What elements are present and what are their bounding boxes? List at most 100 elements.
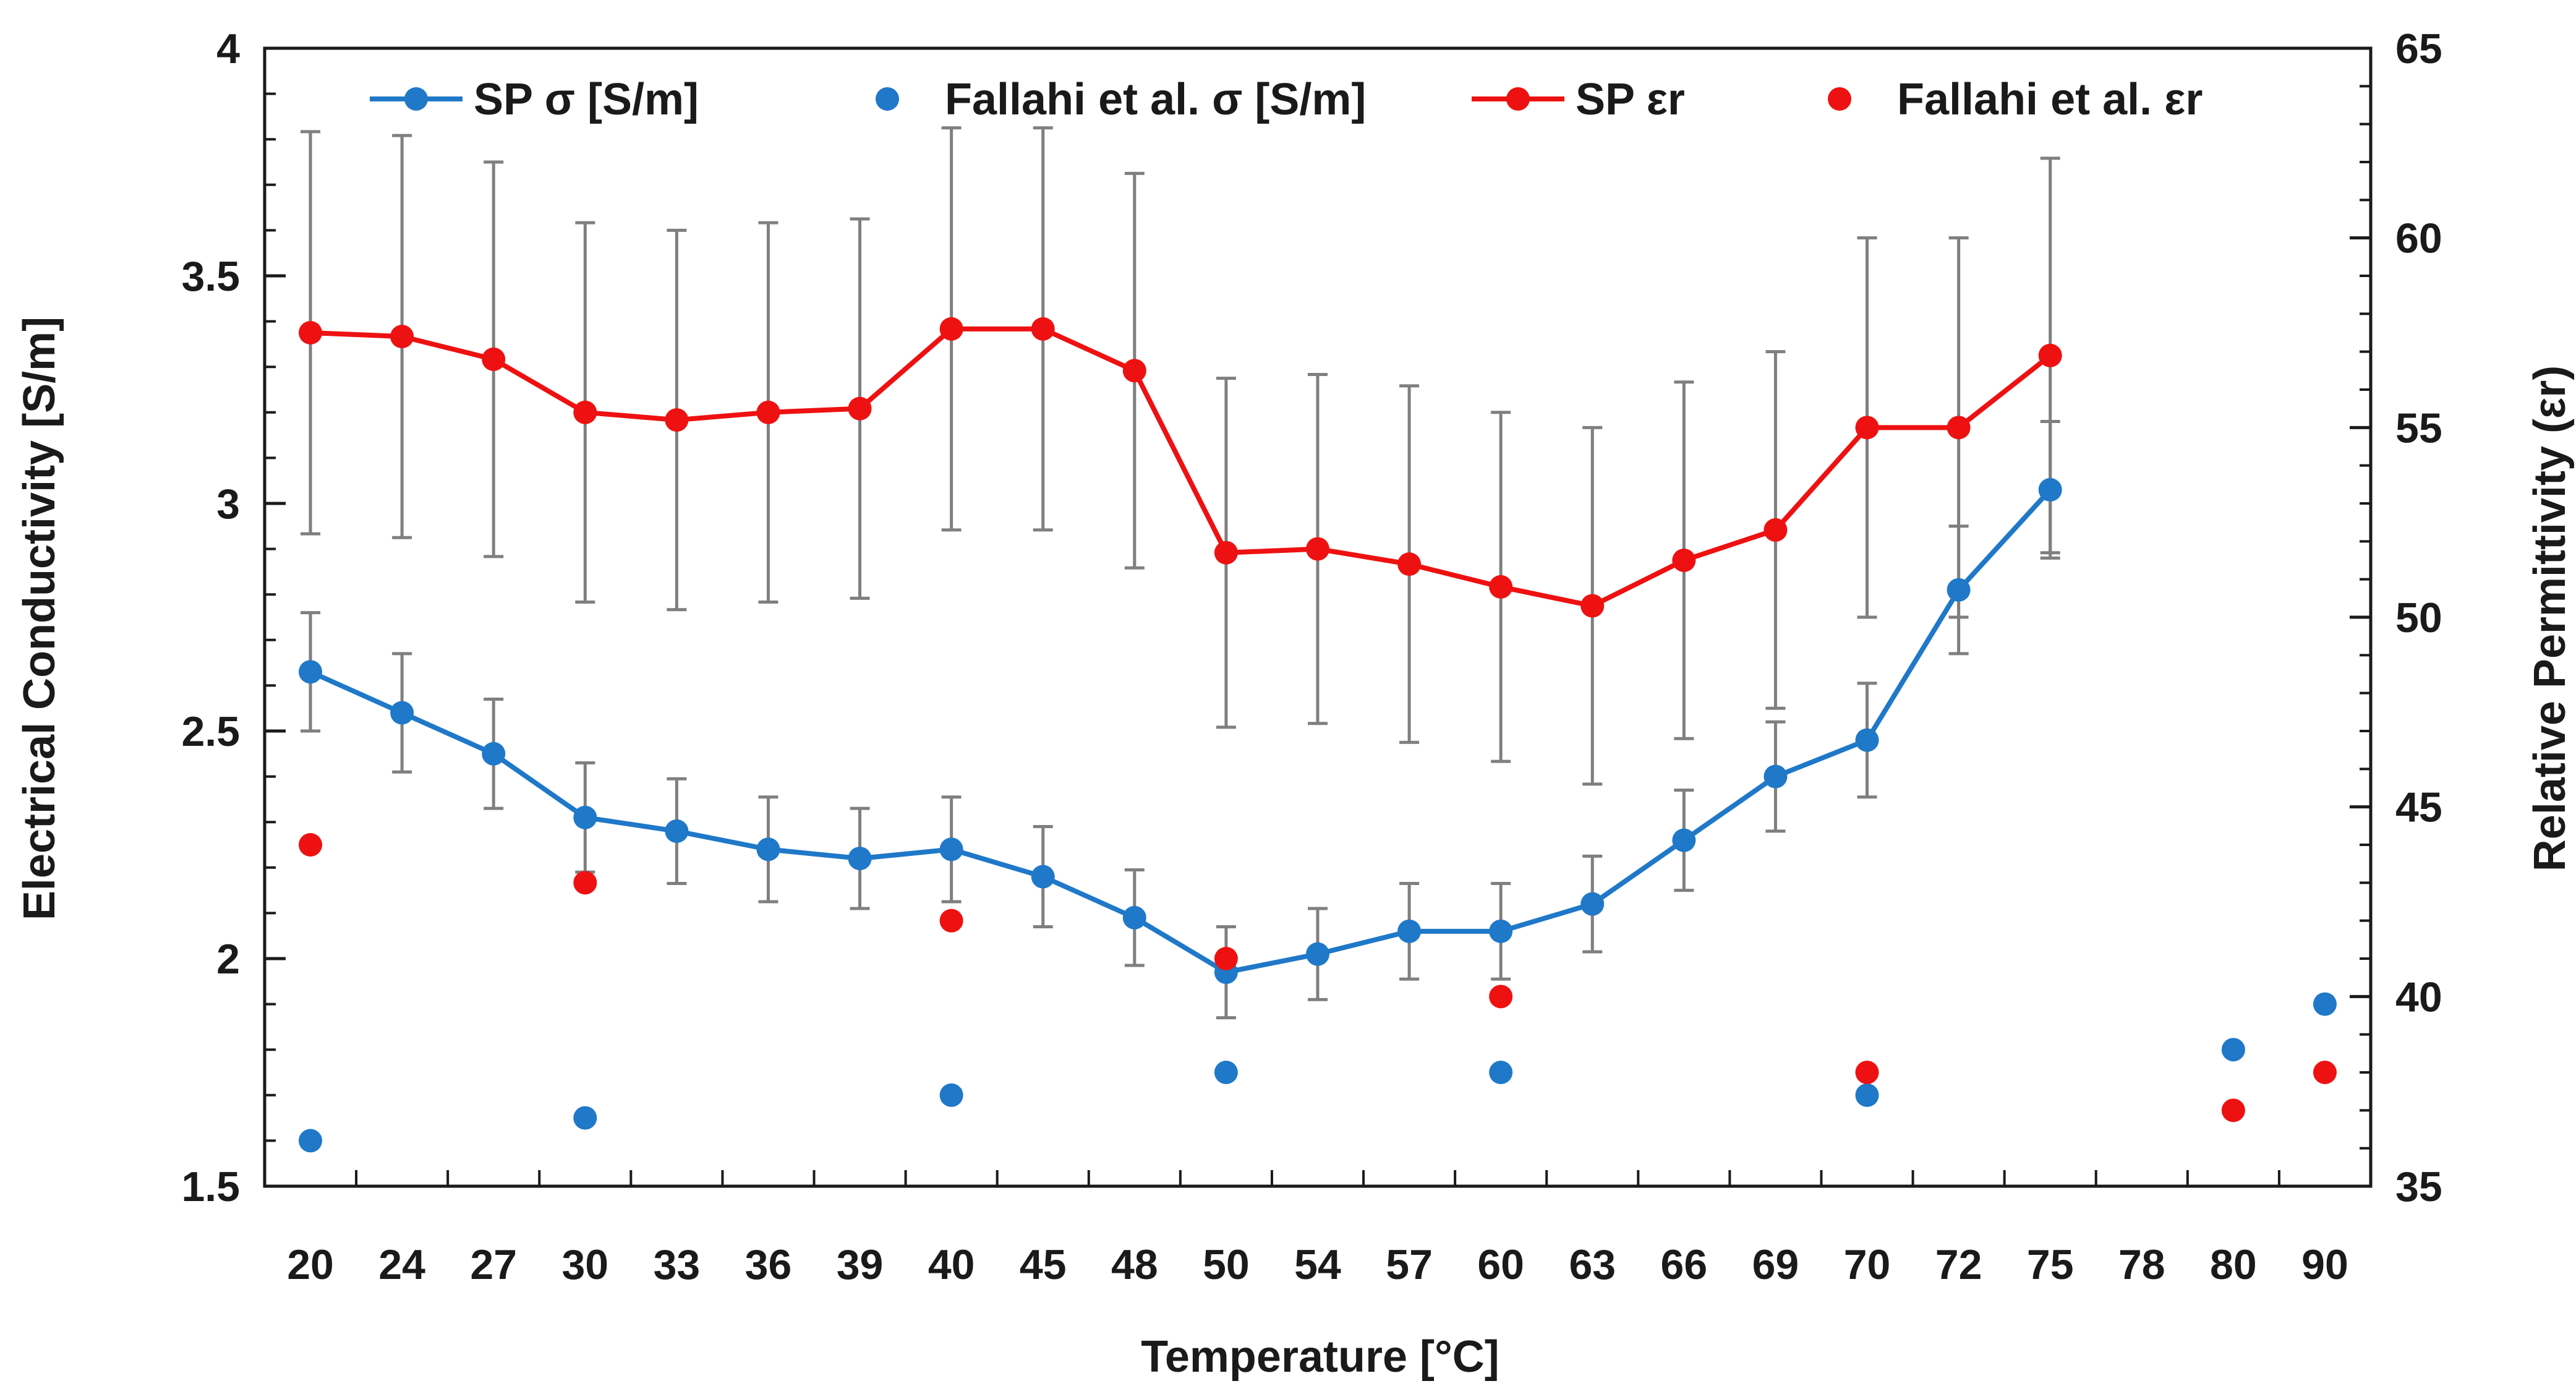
x-tick-label: 60 [1477, 1241, 1524, 1288]
x-tick-label: 75 [2027, 1241, 2074, 1288]
data-point [1214, 947, 1238, 970]
y-tick-label: 4 [216, 25, 240, 72]
y2-axis-title: Relative Permittivity (εr) [2525, 366, 2575, 871]
y2-tick-label: 35 [2395, 1163, 2442, 1210]
series-2 [299, 317, 2062, 618]
x-tick-label: 24 [378, 1241, 425, 1288]
data-point [573, 871, 597, 895]
legend-label: SP σ [S/m] [474, 75, 699, 124]
x-tick-label: 48 [1111, 1241, 1158, 1288]
data-point [939, 317, 963, 341]
data-point [939, 1083, 963, 1107]
legend-marker [404, 87, 428, 111]
x-tick-label: 63 [1569, 1241, 1616, 1288]
y-tick-label: 1.5 [181, 1163, 240, 1210]
data-point [1031, 865, 1055, 889]
data-point [1947, 578, 1971, 602]
data-point [1855, 1061, 1879, 1084]
x-tick-label: 50 [1203, 1241, 1250, 1288]
series-3 [299, 833, 2337, 1122]
x-tick-label: 36 [745, 1241, 792, 1288]
data-point [1580, 594, 1605, 618]
data-point [1397, 919, 1422, 943]
series [299, 317, 2337, 1153]
y-tick-label: 2 [216, 936, 240, 983]
x-tick-label: 80 [2210, 1241, 2257, 1288]
data-point [1855, 728, 1879, 752]
data-point [756, 400, 780, 424]
axes: 1.5 2 2.5 3 3.5 4 35 40 45 50 55 60 65 20 24 27 30 33 36 39… [181, 25, 2442, 1288]
data-point [848, 396, 872, 421]
y-axis-title: Electrical Conductivity [S/m] [15, 317, 64, 920]
data-point [848, 847, 872, 871]
data-point [2221, 1098, 2245, 1122]
data-point [1122, 905, 1146, 930]
y2-tick-label: 40 [2395, 973, 2442, 1020]
x-tick-label: 33 [654, 1241, 701, 1288]
data-point [299, 833, 323, 857]
legend-entry-1: Fallahi et al. σ [S/m] [876, 75, 1366, 124]
data-point [1489, 919, 1513, 943]
y2-tick-label: 45 [2395, 784, 2442, 831]
data-point [665, 408, 689, 432]
data-point [1947, 416, 1971, 440]
legend-marker [876, 87, 899, 111]
x-tick-label: 40 [928, 1241, 975, 1288]
data-point [1672, 549, 1696, 572]
legend-entry-0: SP σ [S/m] [370, 75, 699, 124]
series-line [309, 488, 2052, 975]
data-point [2038, 477, 2062, 502]
data-point [390, 701, 414, 725]
data-point [299, 321, 323, 344]
data-point [1214, 541, 1238, 565]
x-tick-label: 45 [1020, 1241, 1067, 1288]
data-point [2313, 992, 2337, 1016]
series-line [310, 326, 2052, 609]
x-tick-label: 39 [837, 1241, 884, 1288]
x-tick-label: 90 [2301, 1241, 2348, 1288]
data-point [1764, 764, 1788, 789]
y-tick-label: 3.5 [181, 253, 240, 300]
legend-marker [1506, 87, 1530, 111]
data-point [1489, 1061, 1513, 1084]
x-tick-label: 54 [1294, 1241, 1341, 1288]
data-point [390, 325, 414, 349]
data-point [1214, 1061, 1238, 1084]
data-point [1397, 552, 1422, 576]
data-point [2038, 343, 2062, 367]
x-tick-label: 30 [561, 1241, 608, 1288]
data-point [1764, 518, 1788, 542]
legend-entry-2: SP εr [1472, 75, 1685, 124]
x-tick-label: 27 [470, 1241, 517, 1288]
y2-tick-label: 50 [2395, 594, 2442, 641]
legend-label: Fallahi et al. σ [S/m] [945, 75, 1366, 124]
legend-label: SP εr [1576, 75, 1685, 124]
series-1 [299, 992, 2337, 1153]
data-point [482, 347, 506, 371]
x-tick-label: 72 [1935, 1241, 1982, 1288]
data-point [939, 837, 963, 862]
legend-entry-3: Fallahi et al. εr [1828, 75, 2203, 124]
legend-label: Fallahi et al. εr [1897, 75, 2203, 124]
data-point [1672, 828, 1696, 852]
data-point [939, 909, 963, 933]
x-tick-label: 70 [1844, 1241, 1891, 1288]
data-point [299, 660, 323, 684]
data-point [573, 805, 597, 829]
data-point [482, 742, 506, 766]
data-point [573, 400, 597, 424]
y2-tick-label: 55 [2395, 404, 2442, 451]
x-tick-label: 20 [287, 1241, 334, 1288]
data-point [1580, 892, 1605, 916]
data-point [1489, 985, 1513, 1009]
data-point [2221, 1038, 2245, 1062]
error-bars [301, 126, 2060, 1020]
legend: SP σ [S/m] Fallahi et al. σ [S/m] SP εr Fal… [370, 75, 2203, 124]
x-axis-title: Temperature [°C] [1141, 1332, 1499, 1382]
data-point [299, 1129, 323, 1153]
legend-marker [1828, 87, 1851, 111]
series-0 [299, 477, 2062, 985]
data-point [1122, 359, 1146, 383]
data-point [665, 819, 689, 843]
